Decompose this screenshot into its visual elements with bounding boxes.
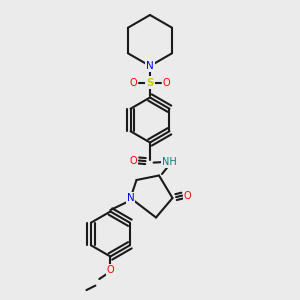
Text: O: O [163,77,170,88]
Text: O: O [130,77,137,88]
Text: O: O [106,265,114,275]
Text: N: N [127,193,134,203]
Text: N: N [146,61,154,71]
Text: O: O [130,155,137,166]
Text: O: O [184,190,191,201]
Text: S: S [146,77,154,88]
Text: NH: NH [162,157,177,167]
